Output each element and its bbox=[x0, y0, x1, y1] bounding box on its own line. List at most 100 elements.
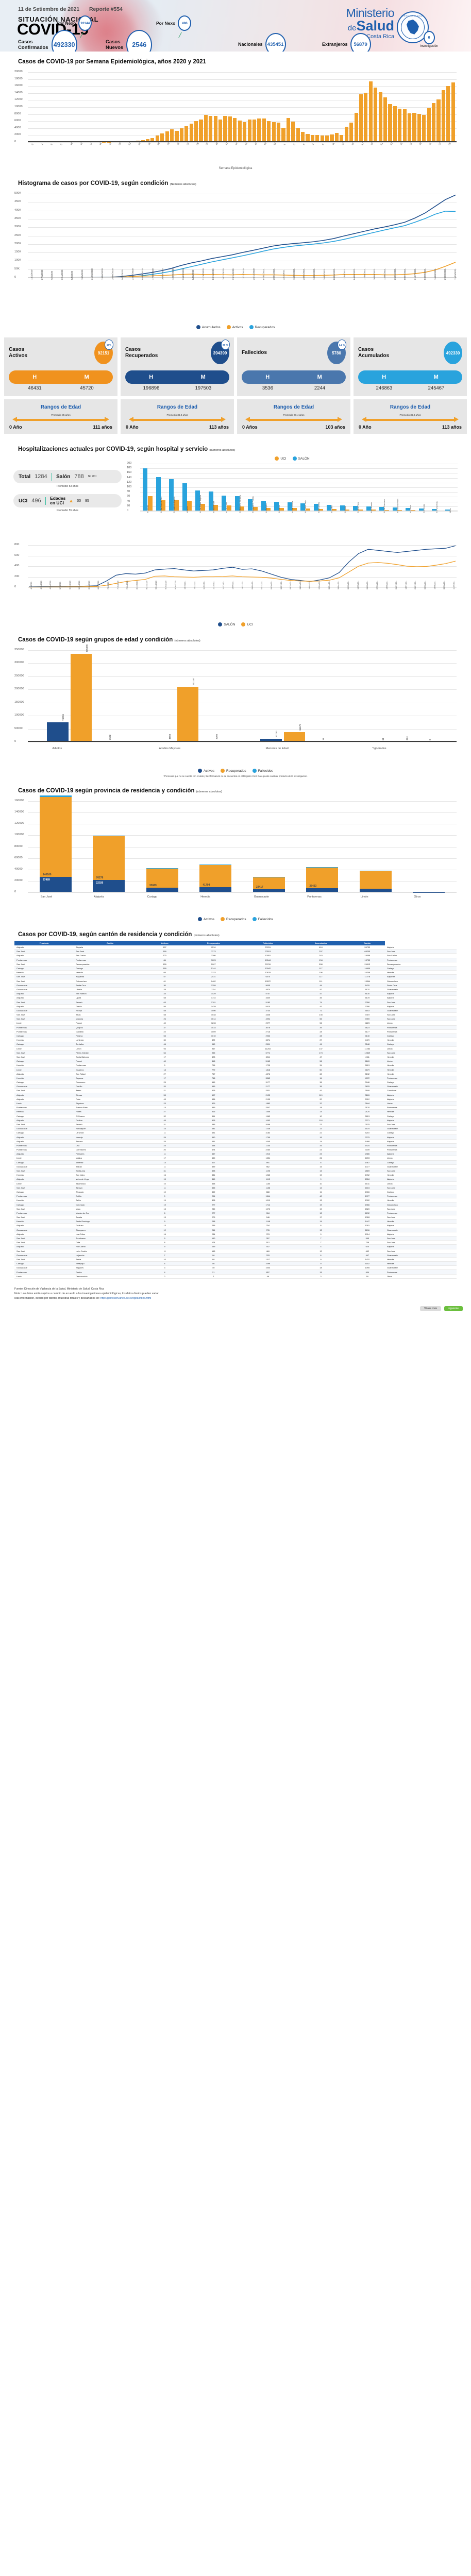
table-cell: 4111 bbox=[349, 1055, 385, 1060]
table-cell: Río Cuarto bbox=[74, 1244, 147, 1249]
bar-value-label: 76278 bbox=[96, 876, 104, 879]
x-axis-tick-label: 30/08/20.. bbox=[443, 581, 446, 589]
gender-values: 46431 45720 bbox=[9, 385, 113, 391]
table-cell: San José bbox=[384, 1168, 457, 1174]
table-cell: 11 bbox=[146, 1130, 183, 1136]
chart-bar bbox=[267, 121, 271, 142]
table-cell: Carrillo bbox=[74, 1084, 147, 1089]
chart-bar bbox=[412, 113, 416, 142]
table-cell: 41 bbox=[292, 1042, 350, 1047]
chart-bar bbox=[247, 120, 251, 142]
legend-label: Recuperados bbox=[226, 917, 246, 921]
x-axis-tick-label: 5/5/2020 bbox=[71, 270, 74, 280]
table-cell: San José bbox=[14, 1257, 74, 1262]
table-cell: 595 bbox=[349, 1236, 385, 1241]
card-header: Casos Recuperados 394399 bbox=[125, 342, 229, 364]
legend-label: Recuperados bbox=[255, 325, 275, 329]
table-cell: 15 bbox=[146, 1177, 183, 1182]
table-cell: La Unión bbox=[74, 1038, 147, 1043]
x-axis-tick-label: 21/10/2020 bbox=[201, 268, 205, 280]
table-cell: 25 bbox=[146, 1080, 183, 1085]
arrow-up-icon bbox=[70, 499, 73, 502]
y-axis-tick-label: 18000 bbox=[14, 77, 23, 80]
x-axis-tick-label: 52 bbox=[273, 142, 277, 146]
table-cell: 22 bbox=[292, 1130, 350, 1136]
table-cell: 3734 bbox=[244, 1008, 292, 1013]
hospitalizaciones-panel: Total 1284 Salón 788 No UCI Promedio 53 … bbox=[0, 452, 471, 529]
x-axis-tick-label: 30/08/2020 bbox=[161, 268, 164, 280]
table-cell: Barva bbox=[74, 1257, 147, 1262]
table-cell: Limón bbox=[384, 1101, 457, 1106]
gender-h-value: 3536 bbox=[262, 385, 274, 391]
table-row: Guanacaste Santa Cruz 30 1359 5005 44 6476 Sant… bbox=[14, 983, 457, 988]
table-cell: 23 bbox=[292, 1147, 350, 1153]
legend-item: SALÓN bbox=[218, 622, 235, 626]
table-cell: 1150 bbox=[244, 1143, 292, 1148]
view-more-button[interactable]: Véase más bbox=[419, 1306, 441, 1311]
table-cell: Alajuela bbox=[384, 1093, 457, 1097]
table-cell: 491 bbox=[183, 1130, 244, 1136]
gender-m-label: M bbox=[84, 374, 89, 380]
stat-nuevos-por-nexo: Por Nexo 496 bbox=[156, 15, 192, 31]
next-button[interactable]: siguiente bbox=[444, 1306, 463, 1311]
table-cell: 18359 bbox=[349, 953, 385, 958]
legend-item: UCI bbox=[275, 456, 287, 461]
table-cell: Puntarenas bbox=[14, 958, 74, 962]
table-cell: 757 bbox=[183, 1072, 244, 1076]
footer-note: Nota: Los datos están sujetos a cambio d… bbox=[14, 1292, 159, 1295]
gridline bbox=[28, 892, 457, 893]
table-cell: 12942 bbox=[244, 966, 292, 971]
table-row: Alajuela Orotina 45 505 1093 118 2271 Alajuela bbox=[14, 1118, 457, 1123]
table-row: San José San José 169 7373 72513 207 68205 San … bbox=[14, 949, 457, 954]
gridline bbox=[140, 468, 458, 469]
x-axis-tick-label: 31/05/2020 bbox=[91, 268, 94, 280]
table-row: Limón Guácimo 18 779 1818 50 4679 Heredia bbox=[14, 1067, 457, 1072]
table-cell: 1744 bbox=[183, 995, 244, 1001]
chart-bar bbox=[187, 500, 192, 511]
y-axis-tick-label: 800 bbox=[14, 543, 20, 546]
table-cell: 174 bbox=[183, 1240, 244, 1245]
table-cell: Limón bbox=[14, 1021, 74, 1026]
seal-top-text: MINISTERIO DE SALUD bbox=[401, 15, 424, 17]
x-axis-tick-label: 21/04/2021 bbox=[343, 268, 346, 280]
chart-bar bbox=[161, 500, 166, 511]
legend-color-swatch bbox=[226, 325, 231, 329]
gender-m-label: M bbox=[317, 374, 322, 380]
table-cell: 1106 bbox=[349, 1228, 385, 1232]
table-cell: 448 bbox=[183, 1143, 244, 1148]
table-row: Heredia Esparza 17 748 3363 14 4072 Puntarenas bbox=[14, 1076, 457, 1081]
table-cell: 50 bbox=[292, 1067, 350, 1072]
table-row: Puntarenas Garabito 22 1009 2716 28 4177 Puntar… bbox=[14, 1029, 457, 1034]
x-axis-tick-label: 9/4/2020 bbox=[51, 270, 54, 280]
x-axis-tick-label: 13/06/2020 bbox=[101, 268, 104, 280]
age-range-values: 0 Año 111 años bbox=[7, 425, 114, 430]
table-cell: 55733 bbox=[349, 945, 385, 950]
table-cell: 7 bbox=[292, 1240, 350, 1245]
table-cell: 12 bbox=[292, 1211, 350, 1216]
table-cell: 1675 bbox=[349, 1126, 385, 1131]
footer-link[interactable]: http://geovision.uned.ac.cr/oges/index.h… bbox=[100, 1296, 152, 1300]
pill-divider-1 bbox=[51, 472, 53, 481]
table-cell: Heredia bbox=[14, 970, 74, 975]
x-axis-tick-label: 08/07/2021 bbox=[403, 268, 407, 280]
table-cell: Puntarenas bbox=[384, 1194, 457, 1199]
bar-value-label: 37433 bbox=[309, 884, 317, 888]
table-cell: 6178 bbox=[349, 995, 385, 1001]
y-axis-tick-label: 200000 bbox=[14, 687, 24, 691]
y-axis-tick-label: 20000 bbox=[14, 70, 23, 73]
gridline bbox=[28, 114, 457, 115]
x-axis-tick-label: Heredia bbox=[200, 895, 211, 899]
chart-bar bbox=[301, 131, 305, 142]
nacionales-value: 435451 bbox=[265, 33, 286, 52]
table-cell: 5005 bbox=[244, 983, 292, 988]
x-axis-tick-label: 13/07/20.. bbox=[405, 581, 407, 589]
table-cell: San José bbox=[14, 1236, 74, 1241]
chart-bar bbox=[358, 510, 363, 511]
table-cell: San José bbox=[14, 1088, 74, 1093]
x-axis-tick-label: 26/05/20.. bbox=[366, 581, 369, 589]
table-cell: 1148 bbox=[244, 1219, 292, 1224]
x-axis-tick-label: 48 bbox=[254, 142, 258, 146]
x-axis-tick-label: 7 bbox=[312, 143, 315, 146]
chart-bar bbox=[340, 505, 345, 511]
table-cell: 3039 bbox=[349, 1147, 385, 1153]
